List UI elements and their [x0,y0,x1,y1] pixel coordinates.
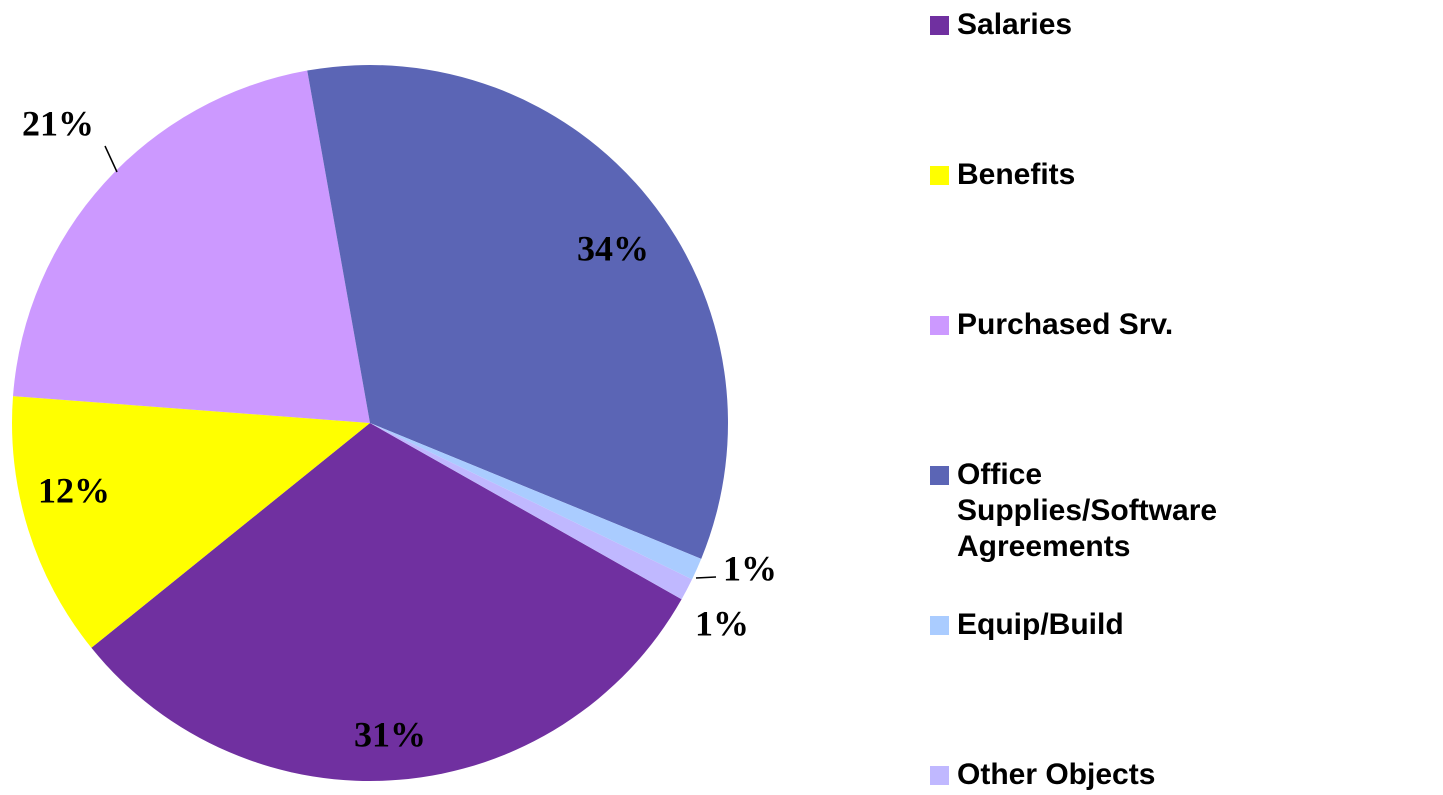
legend-item: Purchased Srv. [930,307,1287,343]
legend-label: Benefits [957,158,1076,191]
legend-label: Other Objects [957,758,1156,791]
legend-label: Equip/Build [957,608,1124,641]
pie-slice [13,70,371,424]
leader-line [695,576,717,579]
legend-item: Benefits [930,157,1287,193]
legend-label: Office Supplies/Software Agreements [957,458,1218,563]
legend-item: Other Objects [930,757,1287,793]
data-label: 21% [22,103,94,143]
legend-swatch [930,766,949,785]
pie-area: 31% 12% 21% 34% 1% 1% [11,65,777,781]
leader-line [104,145,118,173]
pie-slice [370,423,702,580]
legend-label: Salaries [957,8,1073,41]
pie-slice [11,396,370,648]
pie-slice [307,65,728,559]
legend-label: Purchased Srv. [957,308,1174,341]
data-label: 1% [723,548,777,588]
legend-swatch [930,16,949,35]
legend-item: Office Supplies/Software Agreements [930,457,1287,565]
pie-slice [91,423,682,781]
data-label: 31% [354,714,426,754]
legend-swatch [930,166,949,185]
legend-item: Equip/Build [930,607,1287,643]
legend-swatch [930,466,949,485]
legend-swatch [930,316,949,335]
data-label: 34% [577,228,649,268]
legend-swatch [930,616,949,635]
pie-slice [370,423,693,600]
data-label: 1% [695,603,749,643]
legend-item: Salaries [930,7,1287,43]
data-label: 12% [38,470,110,510]
